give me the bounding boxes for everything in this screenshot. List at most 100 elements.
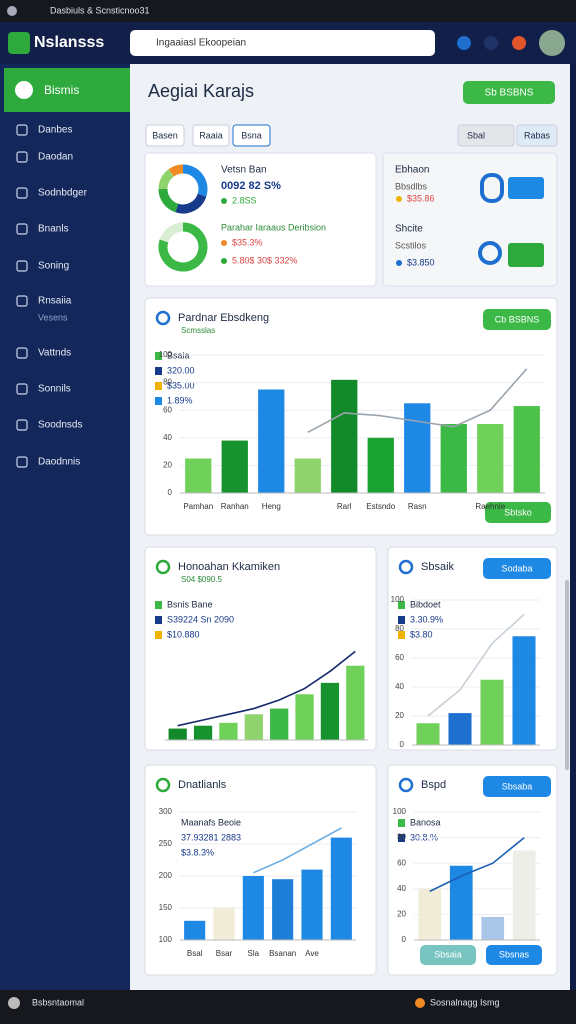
y-tick-label: 100 bbox=[393, 807, 407, 816]
search-placeholder: Ingaaiasl Ekoopeian bbox=[156, 38, 246, 49]
card-icon bbox=[398, 559, 414, 575]
card-button[interactable] bbox=[483, 558, 551, 579]
nav-icon bbox=[16, 151, 28, 163]
bar bbox=[367, 437, 394, 493]
tab[interactable] bbox=[232, 124, 271, 147]
legend-swatch bbox=[155, 397, 162, 405]
dot bbox=[221, 240, 227, 246]
bar bbox=[213, 908, 235, 940]
x-tick-label: Bsar bbox=[216, 949, 233, 958]
x-tick-label: Bsal bbox=[187, 949, 203, 958]
status-bar bbox=[0, 990, 576, 1024]
nav-icon bbox=[16, 223, 28, 235]
icon bbox=[508, 243, 544, 267]
dot bbox=[396, 260, 402, 266]
status-icon bbox=[8, 997, 20, 1009]
notify-icon[interactable] bbox=[457, 36, 471, 50]
x-tick-label: Bsanan bbox=[269, 949, 296, 958]
status-left: Bsbsntaomal bbox=[32, 997, 84, 1007]
card-button[interactable] bbox=[485, 502, 551, 523]
nav-icon bbox=[16, 456, 28, 468]
dot bbox=[396, 196, 402, 202]
bar bbox=[477, 424, 504, 493]
card-button[interactable] bbox=[483, 776, 551, 797]
bar bbox=[295, 694, 314, 740]
y-tick-label: 20 bbox=[395, 711, 404, 720]
bar bbox=[513, 406, 540, 493]
row-subtitle: Bbsdlbs bbox=[395, 181, 428, 191]
avatar[interactable] bbox=[539, 30, 565, 56]
bar bbox=[244, 714, 263, 740]
note: $35.00 bbox=[167, 380, 195, 390]
card-title: Dnatlianls bbox=[178, 779, 227, 791]
sidebar bbox=[0, 64, 130, 990]
nav-item[interactable]: Daodan bbox=[38, 152, 73, 163]
search-box[interactable] bbox=[130, 30, 435, 56]
tab[interactable] bbox=[192, 124, 230, 147]
tool-label[interactable]: Rabas bbox=[524, 130, 551, 140]
nav-icon bbox=[16, 419, 28, 431]
tool-label[interactable]: Sbal bbox=[467, 130, 485, 140]
x-tick-label: Rasn bbox=[408, 502, 427, 511]
button-label[interactable]: Sodaba bbox=[501, 563, 532, 573]
row-value: $3.850 bbox=[407, 257, 435, 267]
nav-item[interactable]: Sonnils bbox=[38, 384, 71, 395]
bar bbox=[184, 920, 206, 940]
nav-item[interactable]: Daodnnis bbox=[38, 457, 80, 468]
card-button[interactable] bbox=[486, 945, 542, 965]
alert-icon[interactable] bbox=[512, 36, 526, 50]
active-icon bbox=[15, 81, 33, 99]
icon bbox=[508, 177, 544, 199]
bar bbox=[330, 837, 352, 940]
note: 3.30.9% bbox=[410, 614, 443, 624]
nav-item[interactable]: Rnsaiia bbox=[38, 296, 72, 307]
button-label[interactable]: Sbsaba bbox=[502, 781, 533, 791]
bar bbox=[440, 424, 467, 493]
tool-button[interactable] bbox=[457, 124, 515, 147]
nav-item[interactable]: Bnanls bbox=[38, 224, 69, 235]
legend-swatch bbox=[155, 382, 162, 390]
x-tick-label: Estsndo bbox=[366, 502, 395, 511]
status-right: Sosnalnagg Ismg bbox=[430, 997, 500, 1007]
button-label[interactable]: Cb BSBNS bbox=[495, 314, 540, 324]
nav-item[interactable]: Bismis bbox=[44, 83, 79, 97]
card-subtitle: Scmsslas bbox=[181, 326, 215, 335]
nav-item[interactable]: Soodnsds bbox=[38, 420, 82, 431]
card-button[interactable] bbox=[420, 945, 476, 965]
button-label[interactable]: Sbsaia bbox=[434, 949, 462, 959]
primary-button[interactable] bbox=[463, 81, 555, 104]
tab[interactable] bbox=[145, 124, 185, 147]
bar bbox=[258, 389, 285, 493]
bar bbox=[418, 888, 442, 940]
bar bbox=[480, 679, 504, 745]
nav-item[interactable]: Vattnds bbox=[38, 348, 71, 359]
help-icon[interactable] bbox=[484, 36, 498, 50]
x-tick-label: Ave bbox=[305, 949, 319, 958]
nav-item[interactable]: Soning bbox=[38, 261, 69, 272]
button-label[interactable]: Sb BSBNS bbox=[485, 88, 534, 99]
button-label[interactable]: Sbtsko bbox=[504, 507, 532, 517]
browser-icon bbox=[7, 6, 17, 16]
bar bbox=[481, 916, 505, 940]
scrollbar[interactable] bbox=[565, 580, 569, 770]
row-title: Ebhaon bbox=[395, 165, 429, 176]
tab-label[interactable]: Basen bbox=[152, 130, 178, 140]
button-label[interactable]: Sbsnas bbox=[499, 949, 530, 959]
y-tick-label: 20 bbox=[163, 461, 172, 470]
x-tick-label: Pamhan bbox=[183, 502, 213, 511]
y-tick-label: 20 bbox=[397, 910, 406, 919]
nav-item[interactable]: Danbes bbox=[38, 125, 72, 136]
legend-swatch bbox=[155, 616, 162, 624]
row-subtitle: Scstilos bbox=[395, 240, 427, 250]
tab-label[interactable]: Bsna bbox=[241, 130, 262, 140]
card-button[interactable] bbox=[483, 309, 551, 330]
tab-label[interactable]: Raaia bbox=[199, 130, 223, 140]
nav-subitem[interactable]: Vesens bbox=[38, 312, 68, 322]
browser-bar bbox=[0, 0, 576, 22]
card-title: Sbsaik bbox=[421, 561, 455, 573]
tool-button[interactable] bbox=[516, 124, 558, 147]
nav-item[interactable]: Sodnbdger bbox=[38, 188, 88, 199]
legend-swatch bbox=[155, 601, 162, 609]
y-tick-label: 60 bbox=[163, 405, 172, 414]
legend-swatch bbox=[398, 819, 405, 827]
